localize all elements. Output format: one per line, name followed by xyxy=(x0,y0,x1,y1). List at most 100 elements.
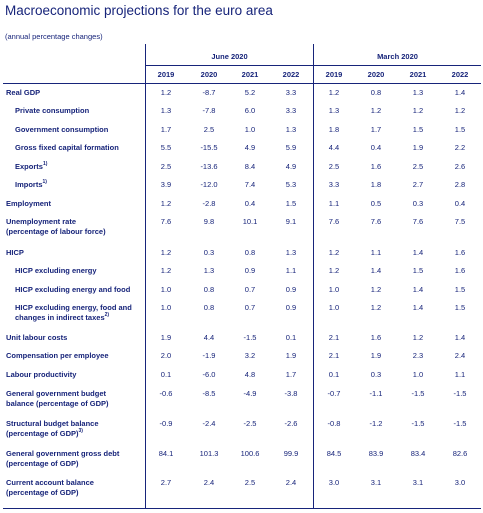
table-cell: 0.1 xyxy=(328,370,340,379)
table-cell: 1.1 xyxy=(454,370,466,379)
table-cell: -2.4 xyxy=(202,419,216,428)
table-cell: 1.2 xyxy=(412,333,424,342)
table-cell: 2.1 xyxy=(328,351,340,360)
row-label-text: HICP excluding energy and food xyxy=(15,285,131,294)
table-cell: 2.5 xyxy=(328,162,340,171)
table-cell: -3.8 xyxy=(284,389,298,398)
row-label-text: (percentage of labour force) xyxy=(6,227,106,236)
table-cell: 3.0 xyxy=(328,478,340,487)
table-cell: 3.9 xyxy=(160,180,172,189)
row-label: Unit labour costs xyxy=(6,333,67,343)
table-cell: 5.2 xyxy=(244,88,256,97)
table-cell: 1.1 xyxy=(370,248,382,257)
row-label: Real GDP xyxy=(6,88,40,98)
table-cell: 1.1 xyxy=(328,199,340,208)
row-label-text: Unemployment rate xyxy=(6,217,77,226)
row-label: Private consumption xyxy=(15,106,89,116)
table-cell: 7.6 xyxy=(328,217,340,226)
table-cell: 2.6 xyxy=(454,162,466,171)
table-cell: -1.5 xyxy=(453,389,467,398)
table-cell: -1.1 xyxy=(369,389,383,398)
column-rule xyxy=(145,44,146,508)
table-cell: 7.6 xyxy=(370,217,382,226)
table-cell: 2.5 xyxy=(203,125,215,134)
table-cell: 1.3 xyxy=(160,106,172,115)
row-label: General government gross debt (percentage… xyxy=(6,449,119,469)
row-label: HICP excluding energy xyxy=(15,266,97,276)
row-label: HICP excluding energy and food xyxy=(15,285,130,295)
table-cell: 100.6 xyxy=(240,449,260,458)
table-cell: 1.2 xyxy=(370,106,382,115)
table-cell: 0.5 xyxy=(370,199,382,208)
row-label-text: Private consumption xyxy=(15,106,90,115)
table-cell: 0.4 xyxy=(454,199,466,208)
row-label: Imports1) xyxy=(15,178,47,190)
table-cell: 1.5 xyxy=(285,199,297,208)
table-cell: 1.6 xyxy=(454,248,466,257)
table-cell: 1.2 xyxy=(328,248,340,257)
table-cell: 0.8 xyxy=(203,303,215,312)
table-cell: 1.4 xyxy=(412,285,424,294)
table-cell: -1.5 xyxy=(453,419,467,428)
table-cell: 1.9 xyxy=(160,333,172,342)
table-cell: 84.1 xyxy=(158,449,174,458)
row-label: HICP xyxy=(6,248,24,258)
table-cell: 3.1 xyxy=(370,478,382,487)
row-label: Compensation per employee xyxy=(6,351,109,361)
table-cell: 1.0 xyxy=(160,303,172,312)
table-cell: 1.9 xyxy=(285,351,297,360)
row-label: Exports1) xyxy=(15,161,47,172)
table-cell: -7.8 xyxy=(202,106,216,115)
group-header: June 2020 xyxy=(211,52,248,61)
table-cell: 1.3 xyxy=(203,266,215,275)
table-cell: 0.3 xyxy=(370,370,382,379)
table-cell: 1.4 xyxy=(370,266,382,275)
year-header: 2021 xyxy=(409,70,427,79)
table-cell: 1.2 xyxy=(328,266,340,275)
table-cell: 0.9 xyxy=(244,266,256,275)
table-cell: 10.1 xyxy=(242,217,258,226)
table-cell: -0.8 xyxy=(327,419,341,428)
table-cell: 0.8 xyxy=(370,88,382,97)
table-cell: -2.8 xyxy=(202,199,216,208)
table-cell: 4.9 xyxy=(285,162,297,171)
table-cell: 2.5 xyxy=(244,478,256,487)
table-cell: 2.4 xyxy=(454,351,466,360)
table-cell: 0.8 xyxy=(203,285,215,294)
row-label-text: HICP xyxy=(6,248,24,257)
table-cell: -8.7 xyxy=(202,88,216,97)
year-header: 2021 xyxy=(241,70,259,79)
table-cell: 1.0 xyxy=(412,370,424,379)
table-cell: 0.8 xyxy=(244,248,256,257)
table-cell: 1.6 xyxy=(454,266,466,275)
row-label-text: General government budget xyxy=(6,389,107,398)
table-cell: 1.4 xyxy=(412,303,424,312)
table-cell: 7.6 xyxy=(412,217,424,226)
footnote-marker: 1) xyxy=(42,178,47,185)
table-cell: -2.6 xyxy=(284,419,298,428)
table-cell: 2.5 xyxy=(160,162,172,171)
row-label: Unemployment rate (percentage of labour f… xyxy=(6,217,106,237)
table-cell: 4.4 xyxy=(328,143,340,152)
table-cell: 1.5 xyxy=(412,125,424,134)
table-cell: 83.9 xyxy=(368,449,384,458)
table-cell: 0.1 xyxy=(285,333,297,342)
row-label-text: Imports xyxy=(15,180,43,189)
table-cell: 5.3 xyxy=(285,180,297,189)
page-title: Macroeconomic projections for the euro a… xyxy=(5,3,273,18)
table-cell: 1.5 xyxy=(454,285,466,294)
table-cell: 3.3 xyxy=(285,88,297,97)
table-cell: -15.5 xyxy=(200,143,218,152)
table-cell: 1.7 xyxy=(160,125,172,134)
table-cell: 0.9 xyxy=(285,303,297,312)
row-label-text: Current account balance xyxy=(6,478,94,487)
row-label-text: Compensation per employee xyxy=(6,351,109,360)
table-cell: 3.2 xyxy=(244,351,256,360)
table-cell: 1.2 xyxy=(328,88,340,97)
table-cell: 83.4 xyxy=(410,449,426,458)
table-cell: 1.9 xyxy=(412,143,424,152)
table-cell: 0.3 xyxy=(203,248,215,257)
page-subtitle: (annual percentage changes) xyxy=(5,32,103,41)
table-cell: 2.1 xyxy=(328,333,340,342)
table-cell: 1.0 xyxy=(244,125,256,134)
